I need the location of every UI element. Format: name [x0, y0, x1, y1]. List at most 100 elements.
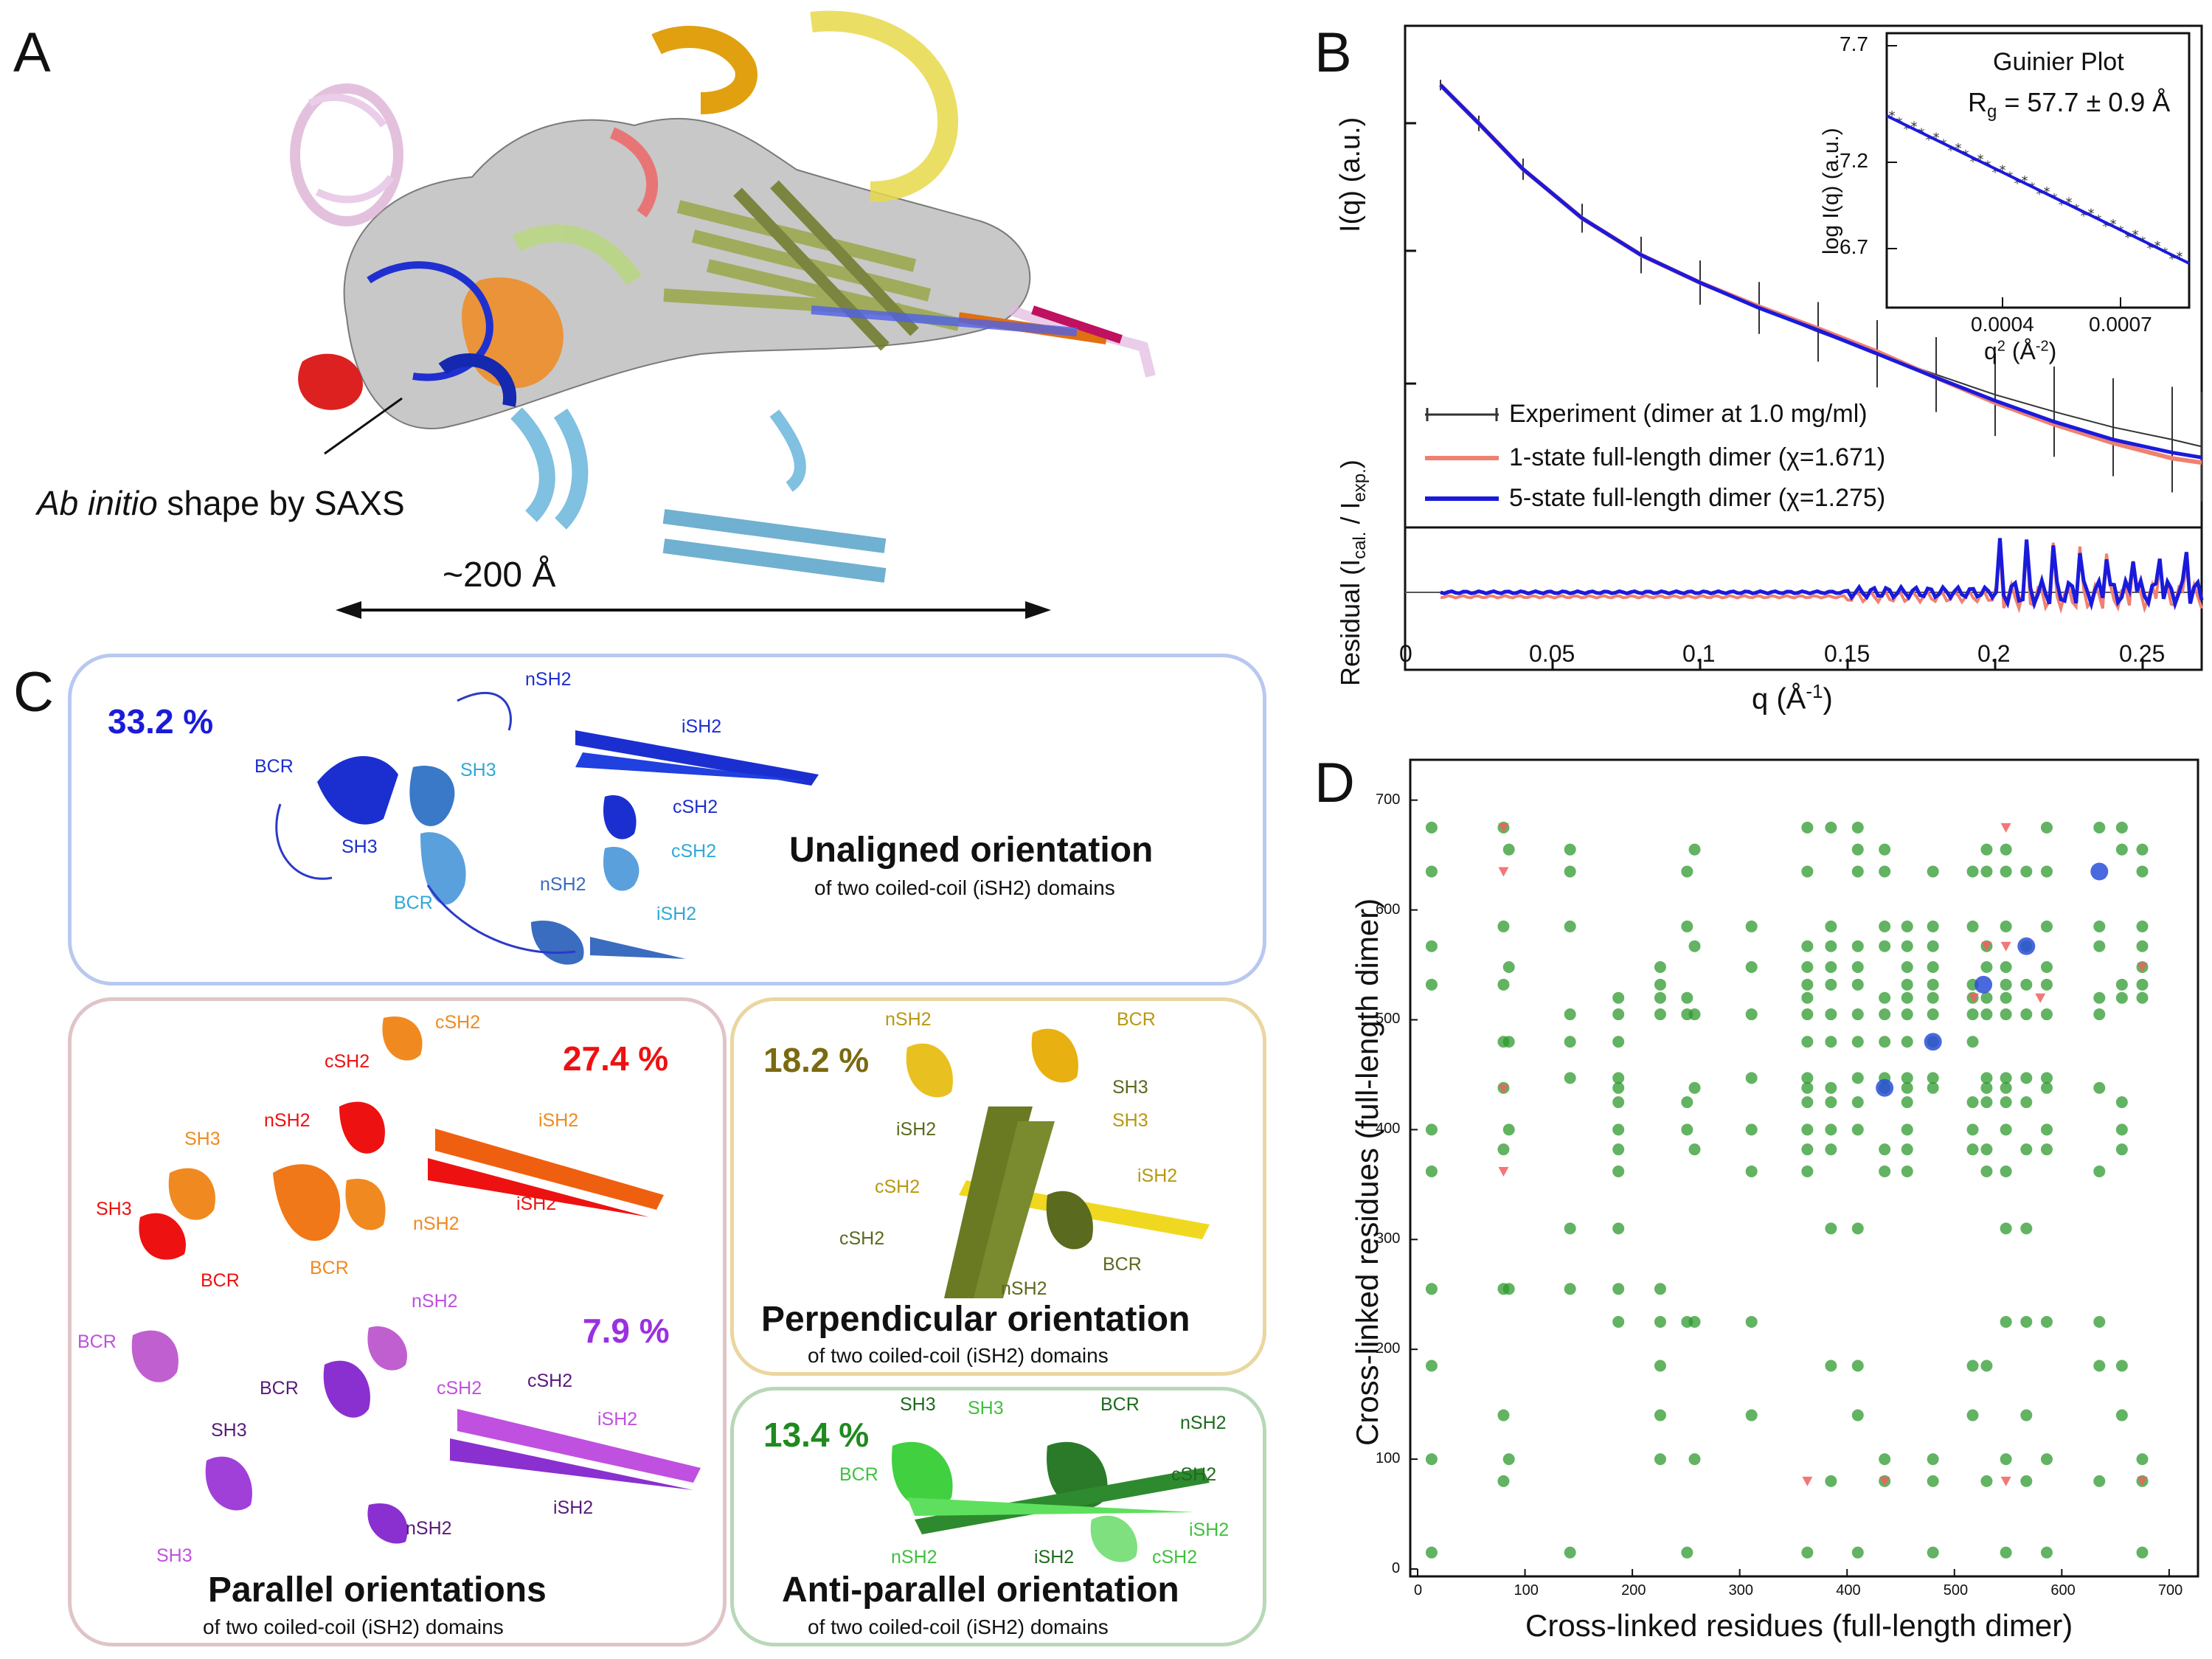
scatter-point-red — [1802, 1476, 1813, 1486]
u-bcr-a: BCR — [254, 756, 294, 777]
scatter-point-green — [2093, 1315, 2106, 1328]
scatter-point-red — [2000, 1476, 2011, 1486]
scatter-point-red — [1981, 941, 1992, 952]
guinier-point: * — [1926, 133, 1932, 148]
saxs-plot-area — [1404, 24, 2204, 671]
guinier-point: * — [1904, 122, 1910, 137]
scatter-point-green — [1825, 1096, 1837, 1109]
scatter-frame — [1409, 758, 2199, 1578]
anti-ish2-b: iSH2 — [1034, 1547, 1075, 1568]
scatter-point-green — [1879, 940, 1891, 952]
scatter-point-green — [2000, 1315, 2012, 1328]
scatter-point-red — [1498, 1084, 1509, 1095]
scatter-point-green — [2040, 961, 2053, 974]
scatter-point-green — [1825, 920, 1837, 932]
saxs-xtick-label: 0.05 — [1529, 640, 1575, 667]
scatter-point-green — [1901, 1096, 1913, 1109]
u-ish2-a: iSH2 — [682, 716, 722, 737]
inset-xtick-1: 0.0007 — [2089, 313, 2152, 336]
scatter-point-green — [2093, 1008, 2106, 1021]
scatter-point-green — [1681, 1008, 1693, 1021]
parallel-title: Parallel orientations — [208, 1570, 547, 1610]
scatter-point-green — [1801, 940, 1814, 952]
guinier-point: * — [2059, 198, 2065, 213]
legend-five-state: 5-state full-length dimer (χ=1.275) — [1509, 484, 1886, 512]
unaligned-title: Unaligned orientation — [789, 831, 1154, 870]
scatter-point-green — [1825, 1008, 1837, 1021]
scatter-point-blue — [2090, 862, 2109, 881]
scatter-point-green — [1681, 1315, 1693, 1328]
scatter-point-green — [1879, 1008, 1891, 1021]
scatter-ytick-label: 600 — [1376, 901, 1401, 918]
unaligned-sub: of two coiled-coil (iSH2) domains — [814, 876, 1115, 899]
scatter-point-green — [1564, 1008, 1576, 1021]
scatter-point-green — [1612, 1081, 1625, 1094]
scatter-point-green — [1901, 961, 1913, 974]
scatter-point-blue — [1876, 1078, 1894, 1097]
scatter-point-green — [1681, 865, 1693, 878]
scatter-point-green — [1745, 961, 1758, 974]
scatter-point-green — [2000, 920, 2012, 932]
scatter-point-green — [1851, 1222, 1864, 1235]
saxs-xlabel-sup: -1 — [1806, 680, 1823, 702]
saxs-ylabel: I(q) (a.u.) — [1335, 117, 1366, 232]
saxs-xlabel-end: ) — [1823, 682, 1833, 716]
panel-letter-a: A — [13, 21, 51, 84]
scatter-point-green — [1966, 1008, 1979, 1021]
guinier-point: * — [2044, 184, 2050, 200]
scatter-point-green — [1425, 1283, 1438, 1295]
scatter-point-green — [1825, 978, 1837, 991]
scatter-point-green — [2093, 940, 2106, 952]
scatter-point-green — [1688, 1453, 1701, 1466]
scatter-point-red — [1498, 822, 1509, 833]
panel-letter-c: C — [13, 661, 54, 724]
scatter-point-green — [1801, 865, 1814, 878]
scatter-point-green — [1745, 1165, 1758, 1177]
scale-arrow — [336, 601, 1051, 619]
inset-xlabel: q2 (Å-2) — [1984, 338, 2056, 365]
scatter-point-green — [1681, 1096, 1693, 1109]
scatter-point-green — [2093, 1475, 2106, 1487]
scatter-point-green — [1681, 991, 1693, 1004]
scatter-point-green — [2136, 1453, 2149, 1466]
panel-letter-b: B — [1314, 21, 1352, 84]
scatter-point-green — [1745, 1072, 1758, 1084]
scatter-point-green — [2020, 1008, 2033, 1021]
guinier-point: * — [2147, 241, 2154, 257]
scatter-point-green — [1879, 865, 1891, 878]
inset-xtick-0: 0.0004 — [1971, 313, 2034, 336]
legend-experiment: Experiment (dimer at 1.0 mg/ml) — [1509, 400, 1868, 428]
scatter-ytick-label: 400 — [1376, 1121, 1401, 1137]
scatter-point-green — [2115, 1360, 2128, 1372]
anti-sh3-b: SH3 — [968, 1398, 1004, 1419]
inset-xlabel-sup: 2 — [1997, 338, 2005, 355]
scatter-point-green — [2040, 1072, 2053, 1084]
perp-csh2-b: cSH2 — [839, 1228, 885, 1249]
scatter-point-green — [1901, 940, 1913, 952]
inset-rg-sub: g — [1987, 102, 1997, 122]
scatter-point-green — [2040, 865, 2053, 878]
scatter-point-green — [1688, 1315, 1701, 1328]
scatter-point-green — [1654, 978, 1666, 991]
scatter-point-green — [1927, 961, 1939, 974]
guinier-point: * — [2169, 252, 2176, 267]
scale-label: ~200 Å — [443, 555, 556, 595]
p-ish2-a: iSH2 — [538, 1110, 579, 1131]
scatter-point-green — [1851, 1546, 1864, 1559]
scatter-point-green — [1612, 1283, 1625, 1295]
scatter-ylabel: Cross-linked residues (full-length dimer… — [1350, 898, 1384, 1446]
p-bcr-a: BCR — [201, 1270, 240, 1291]
guinier-fit-line — [1886, 114, 2190, 265]
scatter-point-green — [1927, 865, 1939, 878]
scatter-point-green — [2040, 1123, 2053, 1136]
perp-nsh2-b: nSH2 — [1001, 1278, 1047, 1299]
scatter-point-green — [1801, 991, 1814, 1004]
antiparallel-structure — [892, 1441, 1210, 1562]
scatter-point-green — [2020, 1072, 2033, 1084]
scatter-point-green — [2093, 821, 2106, 834]
scatter-axis-ticks — [1410, 799, 2170, 1576]
scatter-point-green — [1980, 1008, 1993, 1021]
scatter-point-green — [1612, 991, 1625, 1004]
scatter-point-green — [1654, 991, 1666, 1004]
scatter-point-green — [1879, 991, 1891, 1004]
